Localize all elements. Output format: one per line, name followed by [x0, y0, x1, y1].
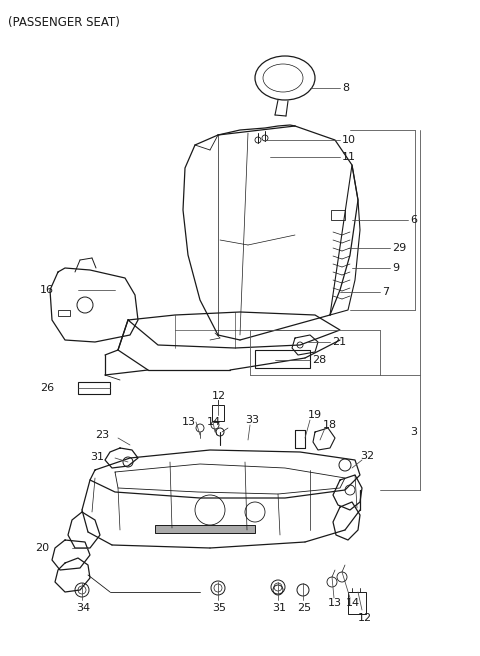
Bar	[58, 310, 70, 316]
Bar	[348, 592, 366, 614]
Text: 12: 12	[358, 613, 372, 623]
Text: 8: 8	[342, 83, 349, 93]
Text: 32: 32	[360, 451, 374, 461]
Text: 35: 35	[212, 603, 226, 613]
Bar	[212, 405, 224, 421]
Text: 34: 34	[76, 603, 90, 613]
Text: 29: 29	[392, 243, 406, 253]
Text: 14: 14	[207, 417, 221, 427]
Text: 20: 20	[35, 543, 49, 553]
Text: 13: 13	[328, 598, 342, 608]
Text: 13: 13	[182, 417, 196, 427]
Text: 6: 6	[410, 215, 417, 225]
Text: 11: 11	[342, 152, 356, 162]
Text: 19: 19	[308, 410, 322, 420]
Text: 18: 18	[323, 420, 337, 430]
Text: 31: 31	[272, 603, 286, 613]
Text: 31: 31	[90, 452, 104, 462]
Bar	[331, 210, 345, 220]
Text: 7: 7	[382, 287, 389, 297]
Text: 28: 28	[312, 355, 326, 365]
Text: 33: 33	[245, 415, 259, 425]
Text: 10: 10	[342, 135, 356, 145]
Text: 14: 14	[346, 598, 360, 608]
Text: 16: 16	[40, 285, 54, 295]
Text: 3: 3	[410, 427, 417, 437]
Text: 25: 25	[297, 603, 311, 613]
Text: 23: 23	[95, 430, 109, 440]
Text: (PASSENGER SEAT): (PASSENGER SEAT)	[8, 16, 120, 29]
Text: 12: 12	[212, 391, 226, 401]
Text: 26: 26	[40, 383, 54, 393]
Bar	[255, 350, 310, 368]
Bar	[78, 382, 110, 394]
Text: 9: 9	[392, 263, 399, 273]
Text: 21: 21	[332, 337, 346, 347]
Bar	[155, 525, 255, 533]
